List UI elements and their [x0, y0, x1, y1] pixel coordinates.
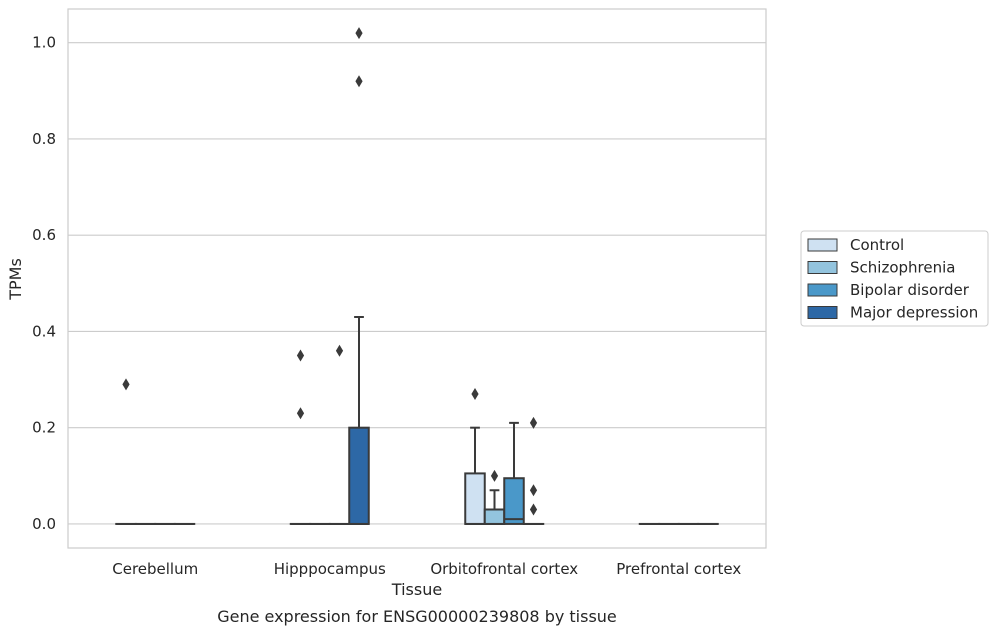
outlier-point — [355, 75, 363, 88]
outlier-point — [335, 344, 344, 357]
box-group — [289, 349, 312, 525]
y-tick-label: 1.0 — [32, 34, 56, 52]
legend-label: Control — [850, 236, 904, 254]
box-group — [503, 421, 525, 525]
outlier-point — [122, 378, 130, 391]
outlier-point — [529, 503, 538, 516]
box-group — [464, 388, 486, 525]
x-axis-ticks: Cerebellum Hipppocampus Orbitofrontal cort… — [112, 560, 741, 578]
x-tick-label: Hipppocampus — [274, 560, 386, 578]
outlier-point — [471, 388, 479, 400]
plot-area-frame — [67, 8, 767, 549]
y-tick-label: 0.8 — [32, 130, 56, 148]
outlier-point — [355, 27, 363, 40]
box — [483, 508, 506, 525]
legend-swatch — [807, 283, 838, 297]
box-group — [348, 27, 370, 525]
legend-frame — [800, 230, 989, 327]
legend-label: Bipolar disorder — [850, 281, 970, 299]
legend-label: Schizophrenia — [850, 259, 955, 277]
series-major-depression — [173, 27, 719, 525]
box-plot-series — [115, 27, 719, 525]
series-control — [115, 349, 661, 525]
x-axis-title: Tissue — [391, 580, 442, 599]
legend: Control Schizophrenia Bipolar disorder Majo… — [800, 230, 989, 327]
y-tick-label: 0.0 — [32, 515, 56, 533]
gridlines — [68, 42, 766, 525]
box — [348, 426, 370, 525]
legend-swatch — [807, 306, 838, 319]
x-tick-label: Prefrontal cortex — [616, 560, 741, 578]
box-group — [115, 378, 137, 525]
series-schizophrenia — [134, 469, 680, 525]
y-axis-title: TPMs — [6, 258, 25, 301]
outlier-point — [529, 484, 538, 497]
outlier-point — [529, 416, 538, 429]
box-group — [522, 416, 545, 525]
box-group — [328, 344, 351, 525]
y-tick-label: 0.2 — [32, 419, 56, 437]
x-tick-label: Cerebellum — [112, 560, 198, 578]
y-tick-label: 0.4 — [32, 322, 56, 340]
box-group — [483, 469, 506, 525]
legend-label: Major depression — [850, 304, 978, 322]
box — [464, 472, 486, 525]
legend-swatch — [807, 238, 838, 252]
y-axis-ticks: 0.0 0.2 0.4 0.6 0.8 1.0 — [32, 34, 56, 533]
y-tick-label: 0.6 — [32, 226, 56, 244]
x-tick-label: Orbitofrontal cortex — [430, 560, 578, 578]
outlier-point — [296, 349, 305, 362]
outlier-point — [296, 407, 305, 420]
box — [503, 477, 525, 525]
chart-caption: Gene expression for ENSG00000239808 by t… — [217, 607, 617, 626]
legend-swatch — [807, 261, 838, 274]
series-bipolar-disorder — [154, 344, 700, 525]
outlier-point — [490, 469, 499, 482]
